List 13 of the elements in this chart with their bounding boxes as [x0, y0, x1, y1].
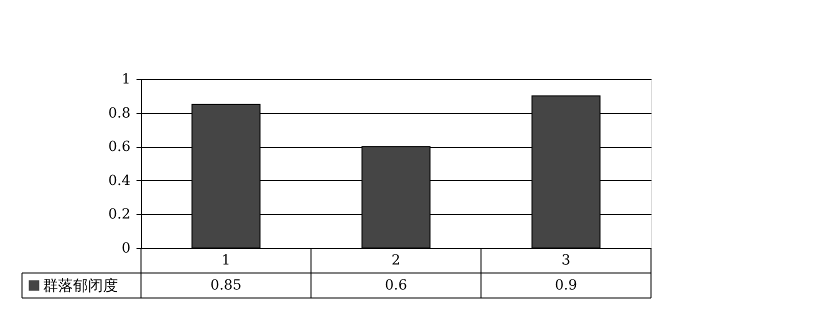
data-label: 0.6 — [384, 278, 408, 294]
data-label: 0.9 — [554, 278, 578, 294]
x-tick-label: 2 — [392, 252, 400, 268]
y-tick-label: 0.2 — [108, 206, 130, 223]
x-tick-label: 1 — [222, 252, 230, 268]
y-tick-label: 1 — [122, 72, 130, 88]
data-label: 0.85 — [210, 278, 242, 294]
y-tick-label: 0.4 — [108, 172, 131, 189]
y-tick-label: 0.8 — [108, 105, 130, 122]
y-tick-label: 0 — [122, 240, 130, 256]
y-tick-label: 0.6 — [108, 139, 131, 156]
legend-label: 群落郁闭度 — [43, 276, 118, 294]
x-tick-label: 3 — [562, 252, 570, 268]
